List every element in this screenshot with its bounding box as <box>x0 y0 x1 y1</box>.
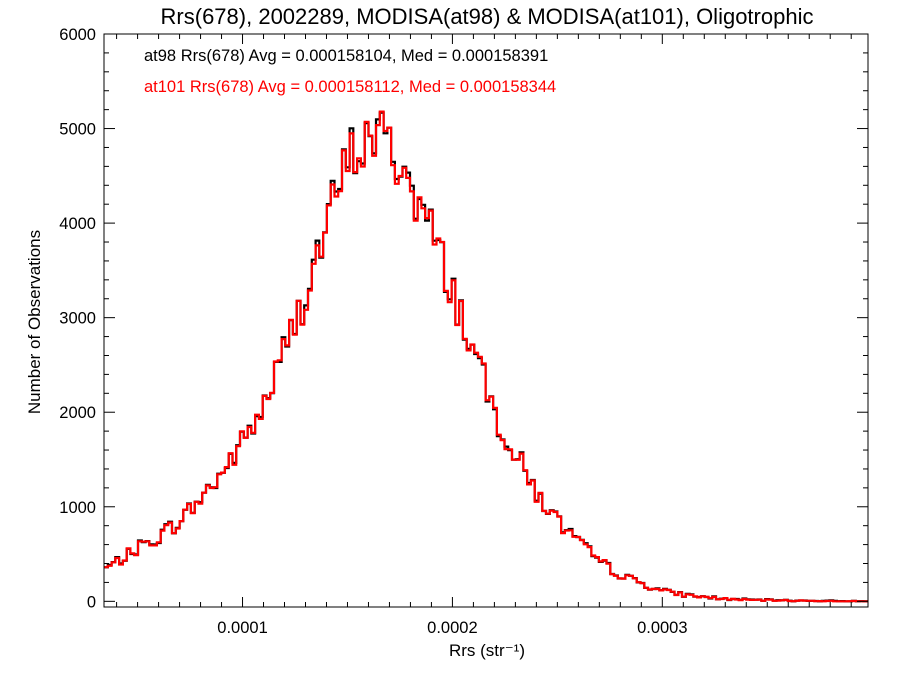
chart-title: Rrs(678), 2002289, MODISA(at98) & MODISA… <box>161 4 814 29</box>
legend-entry-at98: at98 Rrs(678) Avg = 0.000158104, Med = 0… <box>144 47 548 65</box>
y-axis: 0 1000 2000 3000 4000 5000 6000 <box>59 26 868 611</box>
x-tick-label: 0.0001 <box>217 619 267 637</box>
x-tick-label: 0.0003 <box>637 619 687 637</box>
y-tick-label: 3000 <box>59 310 96 328</box>
y-tick-label: 5000 <box>59 121 96 139</box>
series-line-at101 <box>104 110 868 603</box>
plot-frame <box>103 33 869 608</box>
y-tick-label: 1000 <box>59 499 96 517</box>
y-tick-label: 2000 <box>59 404 96 422</box>
x-axis-label: Rrs (str⁻¹) <box>449 641 525 660</box>
x-tick-label: 0.0002 <box>427 619 477 637</box>
y-tick-label: 6000 <box>59 26 96 44</box>
legend-entry-at101: at101 Rrs(678) Avg = 0.000158112, Med = … <box>144 78 556 96</box>
x-axis: 0.0001 0.0002 0.0003 <box>116 34 852 637</box>
y-axis-label: Number of Observations <box>25 230 44 414</box>
y-tick-label: 0 <box>87 593 96 611</box>
plot-area <box>104 110 868 603</box>
series-line-at98 <box>104 111 868 603</box>
y-tick-label: 4000 <box>59 215 96 233</box>
